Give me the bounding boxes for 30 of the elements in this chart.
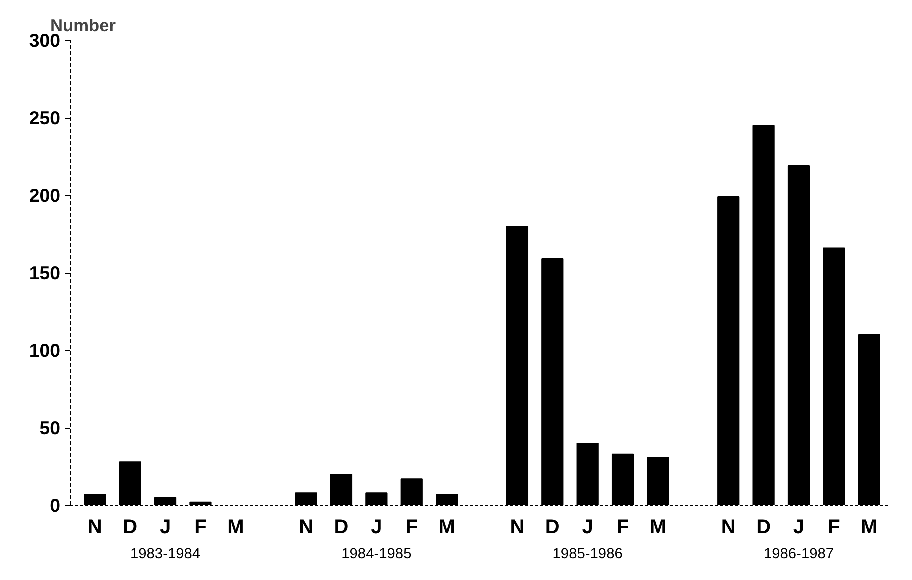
x-tick-label: F [616,516,630,538]
text: 1984-1985 [342,546,412,562]
y-tick-label: 0 [50,495,61,516]
x-tick-label: F [194,516,207,538]
x-tick-label: D [545,516,560,538]
x-tick-label: J [371,516,382,538]
x-tick-label: N [88,516,102,538]
x-tick-label: F [828,516,840,538]
text: 1983-1984 [130,546,201,562]
x-tick-label: F [406,516,418,538]
y-tick-label: 50 [40,418,61,438]
x-tick-label: D [123,516,138,538]
y-tick-label: 150 [29,262,61,284]
x-tick-label: M [650,516,667,538]
x-tick-label: D [756,516,772,538]
x-tick-label: M [438,516,456,538]
x-tick-label: N [721,516,736,538]
x-tick-label: D [334,516,349,538]
x-tick-label: M [861,516,878,538]
text: 1985-1986 [552,546,623,562]
x-tick-label: N [510,516,525,538]
x-tick-label: N [299,516,314,538]
y-tick-label: 200 [29,185,61,206]
text: 1986-1987 [764,546,834,562]
x-tick-label: J [582,516,594,538]
y-tick-label: 100 [29,340,61,361]
x-tick-label: J [160,516,172,538]
x-tick-label: M [228,516,244,538]
x-tick-label: J [793,516,805,538]
y-tick-label: 250 [29,108,61,128]
